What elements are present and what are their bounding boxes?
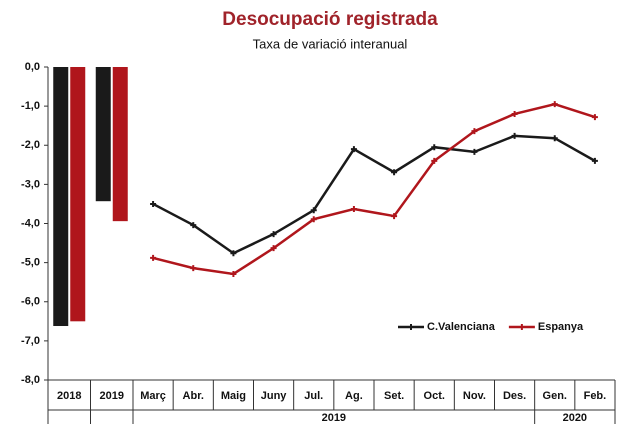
legend-marker: [408, 324, 414, 330]
x-tick-label: Nov.: [463, 390, 486, 402]
x-tick-label: Maig: [221, 390, 246, 402]
y-tick-label: -6,0: [21, 296, 40, 308]
marker: [391, 213, 398, 220]
marker: [591, 114, 598, 121]
y-tick-label: -2,0: [21, 139, 40, 151]
marker: [391, 169, 398, 176]
bar: [70, 67, 86, 322]
bar: [112, 67, 128, 222]
marker: [551, 101, 558, 108]
marker: [471, 148, 478, 155]
x-tick-label: 2019: [100, 390, 124, 402]
marker: [350, 206, 357, 213]
marker: [190, 222, 197, 229]
marker: [150, 254, 157, 261]
marker: [511, 110, 518, 117]
marker: [551, 135, 558, 142]
chart-title: Desocupació registrada: [222, 9, 438, 30]
marker: [431, 157, 438, 164]
legend-marker: [518, 324, 525, 330]
y-tick-label: -4,0: [21, 217, 40, 229]
line: [152, 102, 596, 276]
marker: [190, 265, 197, 272]
bar: [53, 67, 69, 327]
x-tick-label: Març: [140, 390, 166, 402]
line: [152, 134, 596, 255]
x-tick-label: 2018: [57, 390, 81, 402]
legend-label: C.Valenciana: [427, 321, 496, 333]
x-tick-label: Set.: [384, 390, 404, 402]
x-tick-label: Ag.: [345, 390, 363, 402]
marker: [230, 250, 237, 257]
x-tick-label: Oct.: [424, 390, 445, 402]
chart-subtitle: Taxa de variació interanual: [253, 36, 408, 51]
marker: [270, 231, 277, 238]
bar: [95, 67, 111, 202]
y-tick-label: -1,0: [21, 100, 40, 112]
marker: [310, 207, 317, 214]
x-tick-label: Abr.: [183, 390, 204, 402]
marker: [591, 157, 598, 164]
y-tick-label: 0,0: [25, 61, 40, 73]
y-tick-label: -8,0: [21, 374, 40, 386]
legend-label: Espanya: [538, 321, 584, 333]
marker: [431, 144, 438, 151]
group-label: 2019: [322, 412, 346, 424]
marker: [471, 128, 478, 135]
y-tick-label: -5,0: [21, 257, 40, 269]
marker: [310, 216, 317, 223]
marker: [230, 270, 237, 277]
y-tick-label: -7,0: [21, 335, 40, 347]
x-tick-label: Jul.: [304, 390, 323, 402]
marker: [150, 200, 157, 207]
y-tick-label: -3,0: [21, 178, 40, 190]
x-tick-label: Juny: [261, 390, 288, 402]
marker: [350, 146, 357, 153]
marker: [511, 132, 518, 139]
marker: [270, 245, 277, 252]
x-tick-label: Feb.: [584, 390, 607, 402]
group-label: 2020: [563, 412, 587, 424]
x-tick-label: Des.: [503, 390, 526, 402]
x-tick-label: Gen.: [543, 390, 567, 402]
